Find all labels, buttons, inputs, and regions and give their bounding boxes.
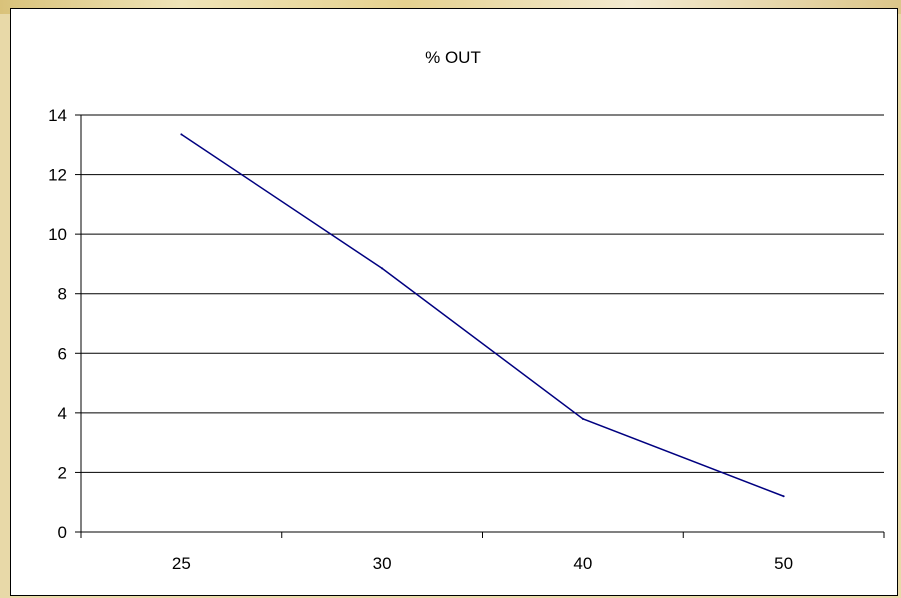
data-point: [782, 495, 785, 498]
y-tick-label: 10: [48, 225, 67, 244]
data-point: [180, 133, 183, 136]
chart-area: % OUT 0 2 4 6 8 10 12 14 25 30 40 50: [10, 8, 898, 596]
gridlines: [81, 114, 884, 473]
x-tick-label: 50: [774, 554, 793, 573]
data-point: [381, 267, 384, 270]
y-tick-label: 2: [58, 463, 67, 482]
chart-title: % OUT: [425, 48, 481, 67]
y-tick-label: 6: [58, 344, 67, 363]
x-tick-label: 25: [172, 554, 191, 573]
tick-labels: 0 2 4 6 8 10 12 14 25 30 40 50: [48, 106, 793, 573]
x-tick-label: 30: [373, 554, 392, 573]
y-tick-label: 14: [48, 106, 67, 125]
x-tick-label: 40: [573, 554, 592, 573]
line-chart: % OUT 0 2 4 6 8 10 12 14 25 30 40 50: [48, 48, 885, 573]
y-tick-label: 8: [58, 285, 67, 304]
y-tick-label: 0: [58, 523, 67, 542]
series-line-0: [180, 133, 784, 497]
y-tick-label: 4: [58, 404, 67, 423]
data-point: [581, 417, 584, 420]
series-layer: [180, 133, 785, 498]
y-tick-label: 12: [48, 166, 67, 185]
axes: [75, 114, 885, 538]
